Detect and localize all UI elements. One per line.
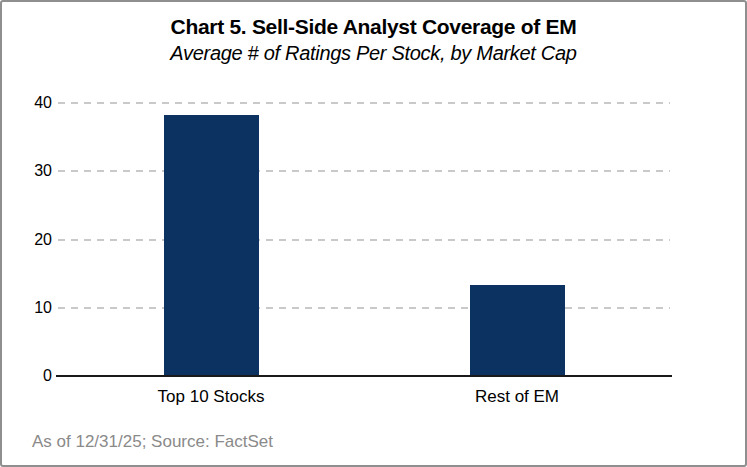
x-axis-label: Rest of EM <box>364 387 670 407</box>
y-tick-label: 0 <box>2 366 52 386</box>
chart-frame: Chart 5. Sell-Side Analyst Coverage of E… <box>0 0 747 467</box>
source-footnote: As of 12/31/25; Source: FactSet <box>32 432 273 452</box>
chart-subtitle: Average # of Ratings Per Stock, by Marke… <box>2 42 745 65</box>
bar-rest-of-em <box>470 285 565 376</box>
x-axis-line <box>56 375 672 377</box>
y-tick-label: 30 <box>2 161 52 181</box>
y-tick-label: 10 <box>2 298 52 318</box>
bar-top-10-stocks <box>164 115 259 376</box>
plot-area <box>58 103 670 376</box>
y-tick-label: 40 <box>2 93 52 113</box>
y-tick-label: 20 <box>2 230 52 250</box>
bar-slot <box>364 103 670 376</box>
bar-slot <box>58 103 364 376</box>
x-axis-labels: Top 10 StocksRest of EM <box>58 387 670 407</box>
x-axis-label: Top 10 Stocks <box>58 387 364 407</box>
chart-title: Chart 5. Sell-Side Analyst Coverage of E… <box>2 15 745 39</box>
y-axis: 010203040 <box>2 103 52 376</box>
